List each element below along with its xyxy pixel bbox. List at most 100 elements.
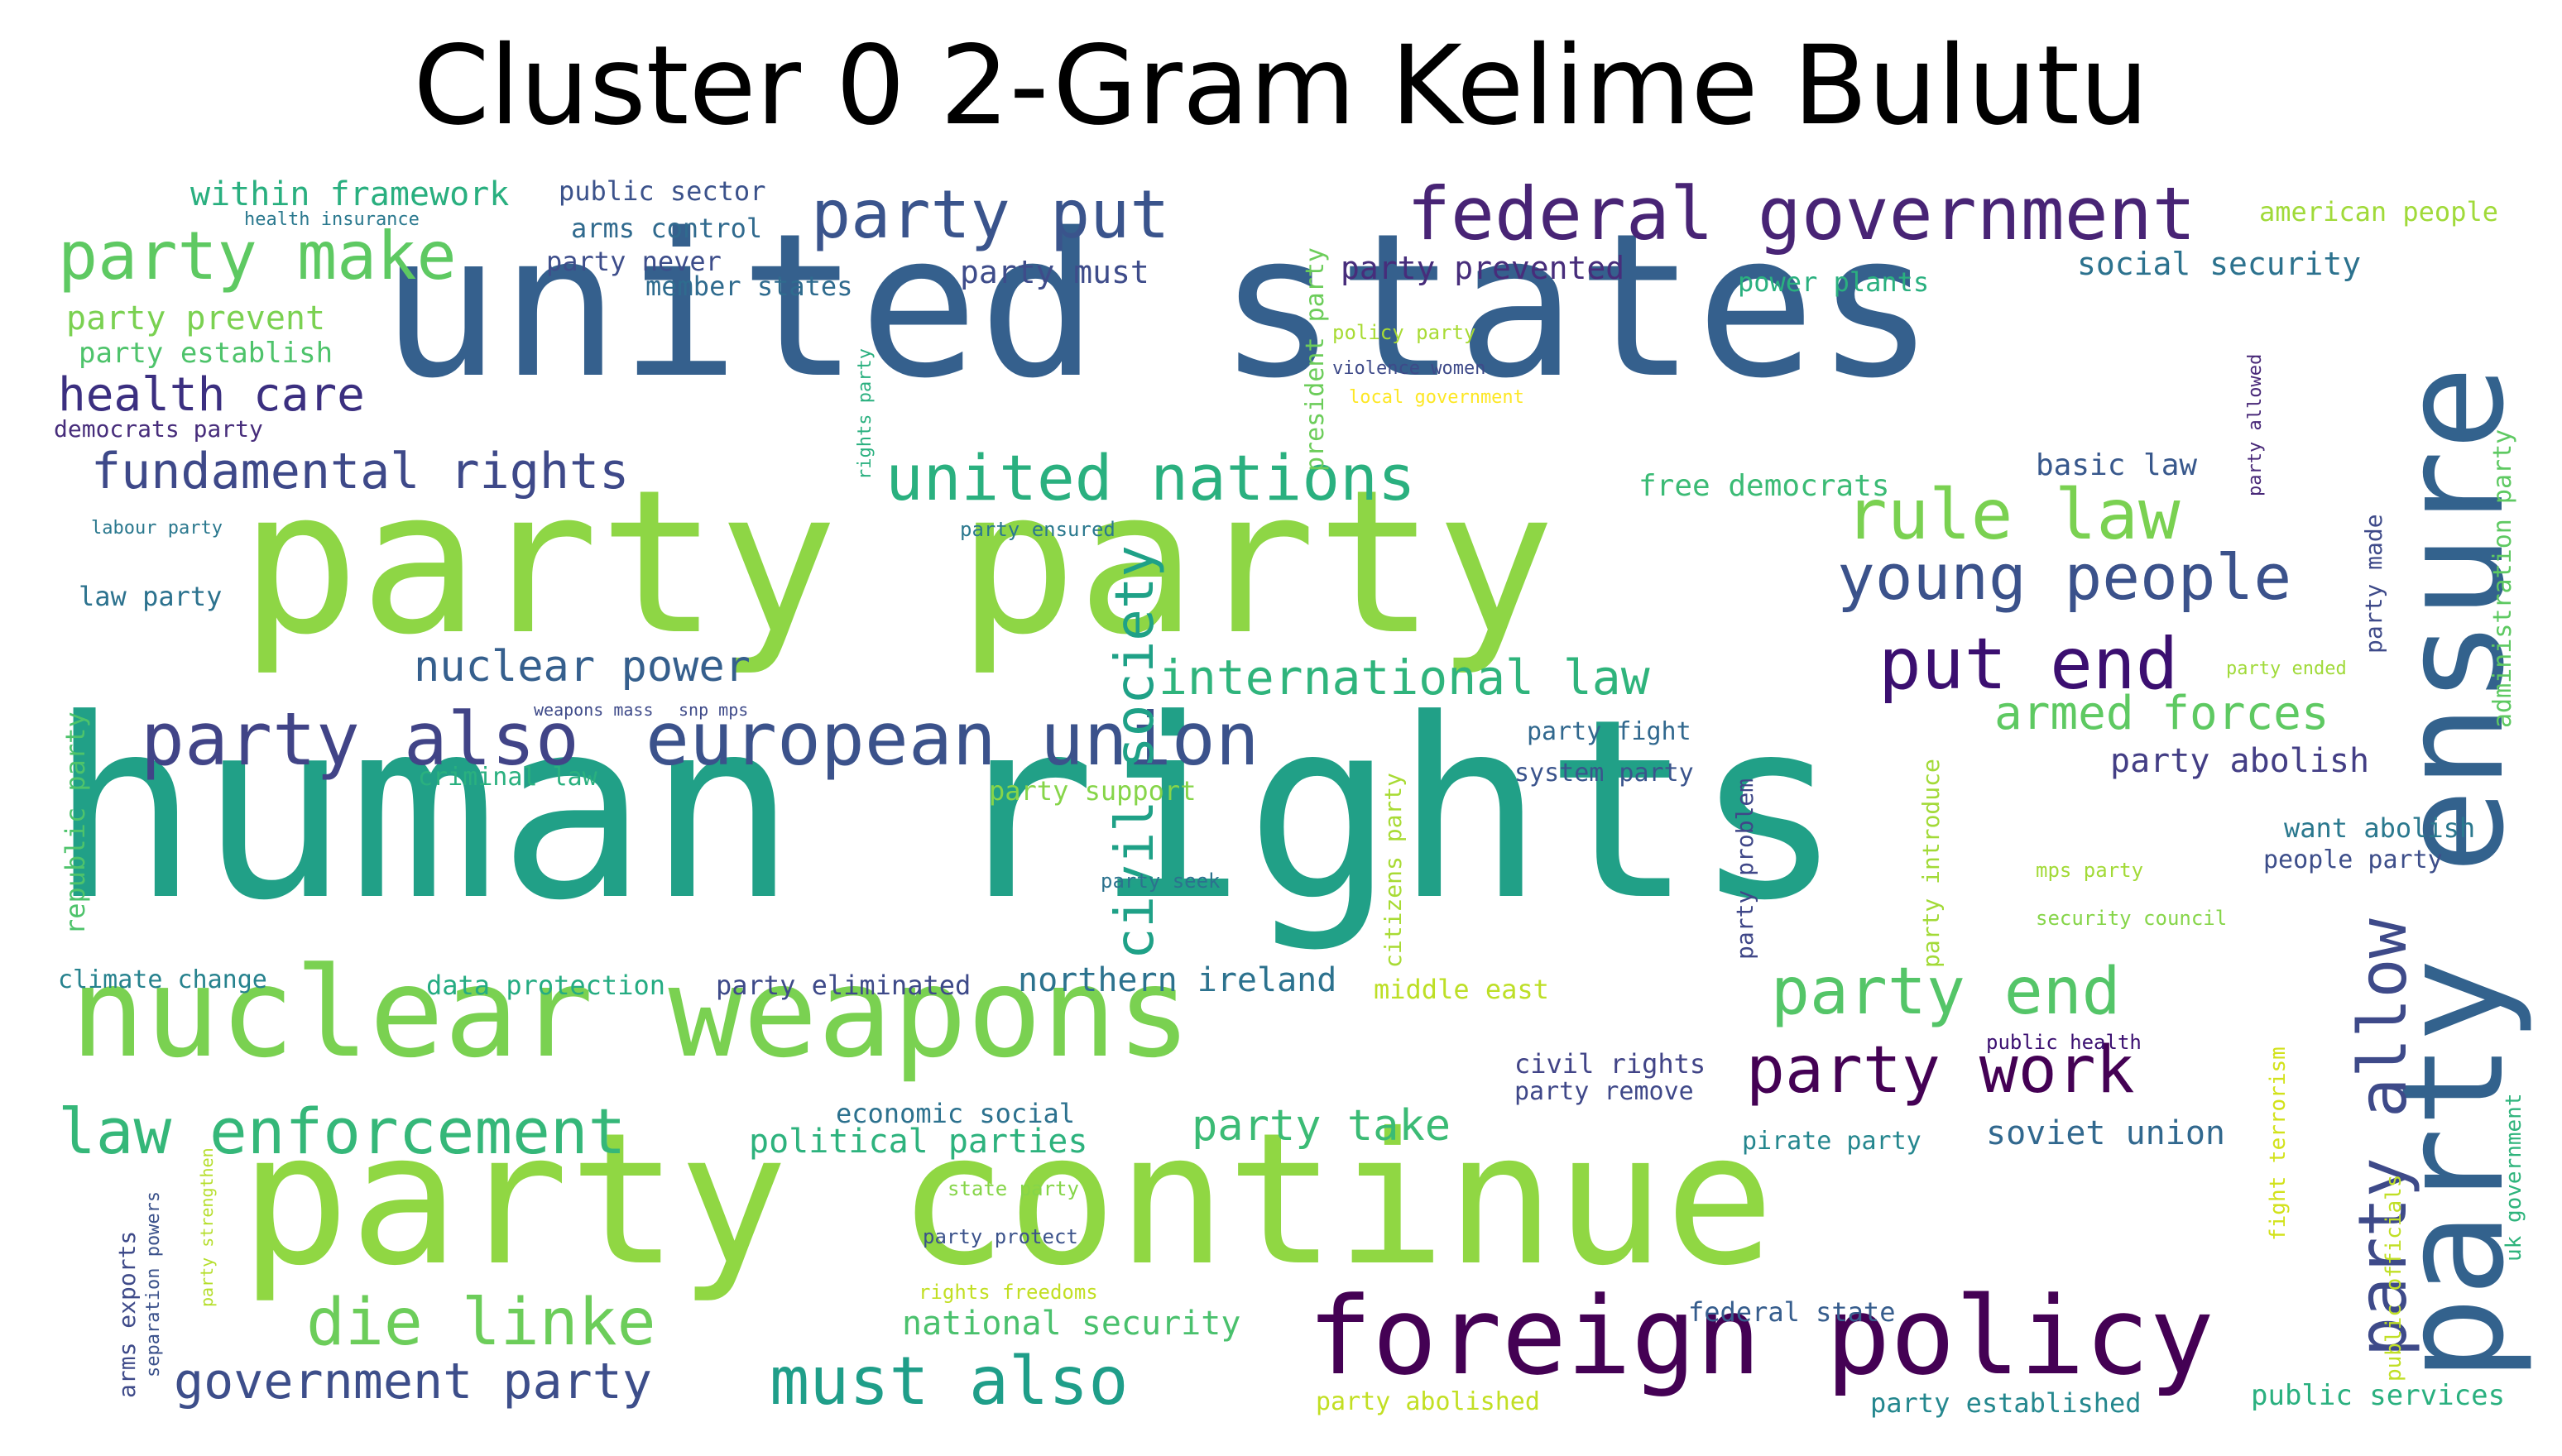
word-fundamental-rights: fundamental rights xyxy=(91,443,630,500)
word-health-insurance: health insurance xyxy=(244,209,420,230)
word-rights-freedoms: rights freedoms xyxy=(919,1281,1098,1304)
word-mps-party: mps party xyxy=(2036,859,2144,882)
word-fight-terrorism: fight terrorism xyxy=(2266,1046,2291,1241)
word-law-party: law party xyxy=(79,581,223,612)
word-social-security: social security xyxy=(2077,246,2362,282)
word-snp-mps: snp mps xyxy=(679,700,749,720)
word-party-strengthen: party strengthen xyxy=(197,1147,217,1307)
word-party-prevent: party prevent xyxy=(66,299,326,338)
word-party-abolish: party abolish xyxy=(2110,742,2370,780)
word-party-established: party established xyxy=(1870,1387,2142,1419)
word-united-nations: united nations xyxy=(885,441,1416,515)
word-party-make: party make xyxy=(58,218,457,295)
word-democrats-party: democrats party xyxy=(54,415,263,443)
word-violence-women: violence women xyxy=(1332,358,1486,379)
word-data-protection: data protection xyxy=(426,970,665,1001)
word-party-work: party work xyxy=(1746,1033,2135,1108)
word-northern-ireland: northern ireland xyxy=(1018,961,1337,999)
word-international-law: international law xyxy=(1159,649,1650,706)
word-party-ended: party ended xyxy=(2226,659,2347,679)
word-economic-social: economic social xyxy=(836,1098,1075,1129)
word-party-end: party end xyxy=(1771,955,2121,1029)
word-federal-state: federal state xyxy=(1688,1296,1896,1328)
word-civil-rights: civil rights xyxy=(1514,1048,1706,1080)
word-party-continue: party continue xyxy=(240,1094,1775,1305)
word-party-fight: party fight xyxy=(1527,717,1691,746)
word-must-also: must also xyxy=(770,1343,1129,1420)
word-party-never: party never xyxy=(546,246,722,277)
word-public-services: public services xyxy=(2251,1379,2506,1412)
word-party-support: party support xyxy=(989,775,1197,807)
word-put-end: put end xyxy=(1878,623,2179,706)
word-want-abolish: want abolish xyxy=(2284,812,2476,844)
word-system-party: system party xyxy=(1514,759,1694,788)
word-middle-east: middle east xyxy=(1374,974,1549,1005)
chart-title: Cluster 0 2-Gram Kelime Bulutu xyxy=(413,22,2149,150)
word-health-care: health care xyxy=(58,368,365,422)
word-soviet-union: soviet union xyxy=(1986,1114,2225,1152)
word-public-health: public health xyxy=(1986,1031,2142,1054)
word-climate-change: climate change xyxy=(58,965,267,994)
word-people-party: people party xyxy=(2263,845,2443,874)
word-separation-powers: separation powers xyxy=(143,1190,164,1377)
word-within-framework: within framework xyxy=(190,175,510,213)
word-foreign-policy: foreign policy xyxy=(1307,1273,2214,1399)
word-cloud: human rights party party united states part… xyxy=(50,165,2536,1423)
word-policy-party: policy party xyxy=(1332,321,1476,344)
word-nuclear-power: nuclear power xyxy=(414,642,751,692)
word-party-ensured: party ensured xyxy=(960,518,1115,541)
word-president-party: president party xyxy=(1301,247,1330,472)
word-party-must: party must xyxy=(960,254,1149,290)
word-administration-party: administration party xyxy=(2488,429,2517,728)
word-party-made: party made xyxy=(2360,514,2387,654)
word-rights-party: rights party xyxy=(855,348,876,480)
word-public-officials: public officials xyxy=(2382,1174,2406,1382)
word-uk-government: uk government xyxy=(2502,1093,2526,1262)
word-nuclear-weapons: nuclear weapons xyxy=(70,941,1192,1085)
word-party-allowed: party allowed xyxy=(2245,353,2266,496)
word-party-also: party also xyxy=(141,697,579,782)
word-party-establish: party establish xyxy=(79,337,333,370)
word-local-government: local government xyxy=(1349,387,1524,408)
word-free-democrats: free democrats xyxy=(1638,469,1890,503)
word-rule-law: rule law xyxy=(1845,474,2181,555)
word-weapons-mass: weapons mass xyxy=(534,700,654,720)
word-party-take: party take xyxy=(1192,1101,1451,1151)
word-public-sector: public sector xyxy=(559,175,766,207)
word-party-put: party put xyxy=(811,176,1170,253)
word-citizens-party: citizens party xyxy=(1379,772,1407,968)
word-civil-society: civil society xyxy=(1105,545,1166,960)
word-pirate-party: pirate party xyxy=(1742,1127,1922,1156)
word-american-people: american people xyxy=(2259,196,2498,228)
word-arms-exports: arms exports xyxy=(113,1230,141,1398)
word-law-enforcement: law enforcement xyxy=(58,1094,626,1168)
word-political-parties: political parties xyxy=(749,1123,1088,1161)
word-basic-law: basic law xyxy=(2036,448,2198,482)
word-party-abolished: party abolished xyxy=(1316,1387,1540,1416)
word-arms-control: arms control xyxy=(571,213,763,244)
word-republic-party: republic party xyxy=(60,711,91,935)
word-party-eliminated: party eliminated xyxy=(716,970,972,1001)
word-armed-forces: armed forces xyxy=(1994,687,2329,740)
word-party-remove: party remove xyxy=(1514,1077,1694,1106)
word-labour-party: labour party xyxy=(91,518,223,539)
word-party-seek: party seek xyxy=(1101,869,1221,893)
word-member-states: member states xyxy=(645,271,853,302)
word-party-introduce: party introduce xyxy=(1917,759,1945,968)
word-state-party: state party xyxy=(948,1177,1079,1200)
word-security-council: security council xyxy=(2036,907,2228,930)
word-party-problem: party problem xyxy=(1731,778,1758,960)
word-european-union: european union xyxy=(645,697,1259,782)
word-federal-government: federal government xyxy=(1407,171,2196,256)
word-government-party: government party xyxy=(174,1353,652,1410)
word-party-protect: party protect xyxy=(923,1225,1078,1248)
word-criminal-law: criminal law xyxy=(418,763,597,792)
word-united-states: united states xyxy=(381,190,1936,422)
word-die-linke: die linke xyxy=(306,1286,656,1360)
word-human-rights: human rights xyxy=(50,666,1844,955)
word-power-plants: power plants xyxy=(1738,266,1930,298)
word-national-security: national security xyxy=(902,1305,1241,1343)
word-party-prevented: party prevented xyxy=(1341,250,1625,286)
word-young-people: young people xyxy=(1837,540,2292,614)
word-party-party: party party xyxy=(240,447,1556,678)
